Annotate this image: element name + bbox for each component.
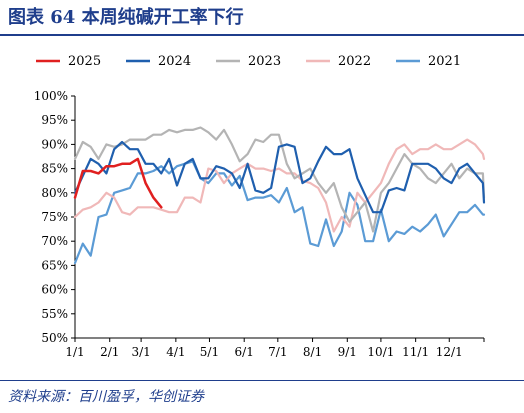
x-tick-label: 6/1 xyxy=(235,345,254,359)
header-divider xyxy=(0,34,524,36)
y-tick-label: 80% xyxy=(41,186,68,200)
y-tick-label: 60% xyxy=(41,283,68,297)
x-tick-label: 2/1 xyxy=(100,345,119,359)
legend-label-2024: 2024 xyxy=(158,54,191,69)
y-tick-label: 85% xyxy=(41,162,68,176)
figure-title: 图表 64 本周纯碱开工率下行 xyxy=(8,7,244,28)
series-line-2024 xyxy=(73,140,486,214)
y-tick-label: 70% xyxy=(41,234,68,248)
source-note: 资料来源：百川盈孚，华创证券 xyxy=(8,389,204,405)
legend-label-2023: 2023 xyxy=(248,54,281,69)
x-tick-label: 1/1 xyxy=(65,345,84,359)
x-tick-label: 5/1 xyxy=(200,345,219,359)
report-header: 图表 64 本周纯碱开工率下行 xyxy=(0,0,524,36)
legend-label-2021: 2021 xyxy=(428,54,461,69)
legend-label-2025: 2025 xyxy=(68,54,101,69)
y-tick-label: 75% xyxy=(41,210,68,224)
plot-area xyxy=(73,126,486,265)
chart-axes: 50% 55% 60% 65% 70% 75% 80% 85% 90% 95% 100% 1/1 2/1… xyxy=(34,89,485,359)
line-chart: 2025 2024 2023 2022 2021 50% 55% 60% 65% 70% 75% 8… xyxy=(34,54,486,359)
x-tick-label: 7/1 xyxy=(268,345,287,359)
chart-legend: 2025 2024 2023 2022 2021 xyxy=(36,54,461,69)
series-line-2025 xyxy=(73,157,163,209)
y-tick-label: 90% xyxy=(41,137,68,151)
x-tick-label: 10/1 xyxy=(367,345,394,359)
y-tick-label: 55% xyxy=(41,307,68,321)
x-tick-label: 11/1 xyxy=(402,345,429,359)
series-line-2021 xyxy=(73,160,486,265)
footer-divider xyxy=(0,380,524,381)
x-tick-label: 4/1 xyxy=(166,345,185,359)
series-line-2023 xyxy=(73,126,486,233)
x-tick-label: 3/1 xyxy=(131,345,150,359)
legend-label-2022: 2022 xyxy=(338,54,371,69)
y-tick-label: 100% xyxy=(34,89,68,103)
x-tick-label: 12/1 xyxy=(436,345,463,359)
y-tick-label: 50% xyxy=(41,331,68,345)
x-tick-label: 8/1 xyxy=(303,345,322,359)
y-tick-label: 95% xyxy=(41,113,68,127)
x-tick-label: 9/1 xyxy=(338,345,357,359)
series-line-2022 xyxy=(73,138,486,233)
y-tick-label: 65% xyxy=(41,258,68,272)
